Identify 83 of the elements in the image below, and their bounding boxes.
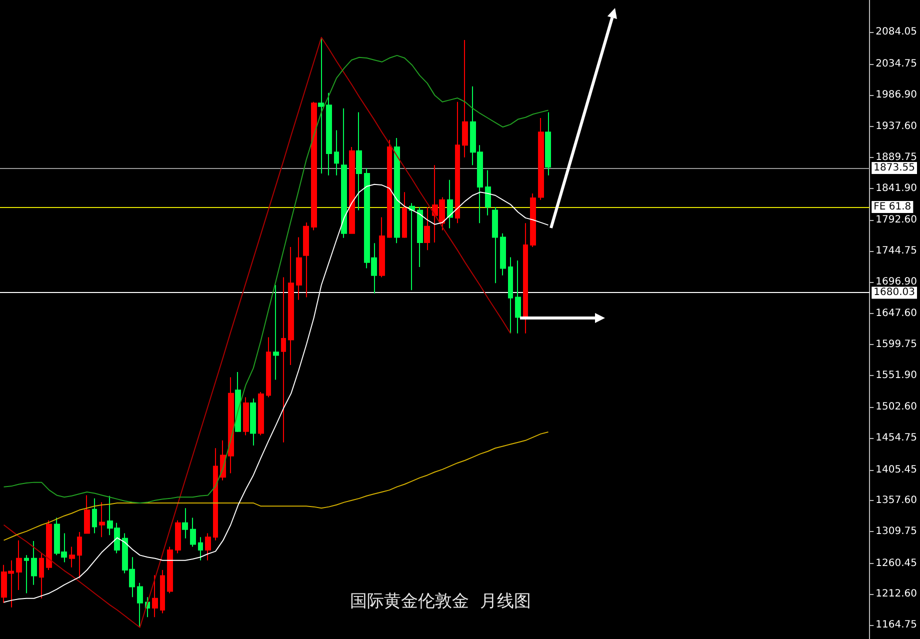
candlestick bbox=[160, 570, 165, 614]
candlestick bbox=[84, 494, 90, 534]
candlestick bbox=[303, 222, 309, 298]
candlestick bbox=[24, 554, 29, 594]
y-tick-label: 1937.60 bbox=[876, 121, 918, 132]
candlestick bbox=[31, 540, 37, 586]
y-tick-label: 1164.75 bbox=[876, 619, 918, 630]
ref-line-label: 1873.55 bbox=[874, 162, 916, 174]
y-tick-label: 1889.75 bbox=[876, 152, 918, 163]
y-tick-label: 1551.90 bbox=[876, 370, 918, 381]
candlestick bbox=[394, 137, 400, 244]
candlestick bbox=[266, 336, 271, 398]
ref-line-label: FE 61.8 bbox=[874, 201, 912, 212]
text: 国际黄金伦敦金 月线图 bbox=[350, 592, 531, 612]
line-series bbox=[3, 432, 549, 541]
candlestick bbox=[250, 398, 256, 446]
candlestick bbox=[152, 574, 158, 618]
candlestick bbox=[538, 118, 544, 200]
candlestick bbox=[77, 531, 82, 579]
candlestick bbox=[288, 246, 294, 366]
y-tick-label: 2084.05 bbox=[876, 26, 918, 38]
candlestick bbox=[167, 546, 173, 594]
candlestick bbox=[492, 206, 498, 284]
candlestick bbox=[326, 92, 332, 176]
candlestick bbox=[530, 192, 536, 248]
y-tick-label: 1309.75 bbox=[876, 526, 918, 537]
candlestick bbox=[137, 582, 143, 628]
line-series bbox=[3, 54, 549, 504]
candlestick bbox=[46, 520, 52, 571]
candlestick bbox=[455, 101, 460, 224]
candlestick bbox=[402, 192, 407, 238]
candlestick bbox=[318, 36, 324, 174]
candlestick bbox=[341, 108, 347, 238]
candlestick bbox=[228, 376, 234, 474]
candlestick bbox=[243, 396, 249, 436]
y-tick-label: 1986.90 bbox=[876, 89, 918, 100]
candlestick bbox=[515, 260, 521, 334]
y-tick-label: 1212.60 bbox=[876, 588, 918, 600]
y-tick-label: 1357.60 bbox=[876, 495, 918, 506]
candlestick bbox=[16, 540, 22, 590]
candlestick bbox=[424, 206, 430, 251]
candlestick bbox=[235, 372, 241, 433]
y-tick-label: 1405.45 bbox=[876, 464, 918, 476]
candlestick bbox=[462, 39, 468, 158]
y-tick-label: 1502.60 bbox=[876, 402, 918, 413]
y-tick-label: 1647.60 bbox=[876, 308, 918, 320]
y-tick-label: 1744.75 bbox=[876, 245, 918, 256]
candlestick bbox=[198, 536, 203, 561]
candlestick bbox=[485, 170, 491, 216]
candlestick bbox=[175, 520, 181, 554]
candlestick bbox=[417, 206, 423, 268]
candlestick bbox=[447, 179, 453, 229]
y-tick-label: 1841.90 bbox=[876, 182, 918, 194]
candlestick bbox=[523, 222, 528, 334]
y-tick-label: 1792.60 bbox=[876, 214, 918, 226]
candlestick bbox=[356, 112, 362, 211]
candlestick bbox=[379, 216, 385, 278]
candlestick bbox=[281, 276, 286, 443]
candlestick bbox=[39, 552, 44, 599]
candlestick bbox=[205, 532, 211, 561]
candlestick bbox=[545, 112, 551, 176]
candlestick bbox=[182, 508, 188, 539]
ref-line-label: 1680.03 bbox=[874, 287, 916, 298]
candlestick bbox=[273, 284, 279, 380]
candlestick bbox=[92, 498, 97, 534]
candlestick bbox=[409, 202, 415, 291]
candlestick bbox=[296, 236, 302, 300]
y-tick-label: 1599.75 bbox=[876, 338, 918, 350]
candlestick bbox=[311, 101, 317, 231]
candlestick bbox=[99, 502, 105, 538]
candlestick bbox=[69, 546, 75, 568]
candlestick bbox=[500, 232, 506, 276]
candlestick bbox=[387, 139, 392, 238]
candlestick bbox=[508, 256, 513, 334]
y-tick-label: 1696.90 bbox=[876, 276, 918, 288]
candlestick bbox=[190, 517, 196, 548]
candlestick bbox=[213, 448, 218, 541]
y-tick-label: 1454.75 bbox=[876, 432, 918, 444]
candlestick bbox=[334, 130, 339, 176]
y-tick-label: 1260.45 bbox=[876, 558, 918, 569]
candlestick bbox=[258, 392, 264, 436]
candlestick bbox=[349, 146, 355, 234]
y-tick-label: 2034.75 bbox=[876, 58, 918, 70]
